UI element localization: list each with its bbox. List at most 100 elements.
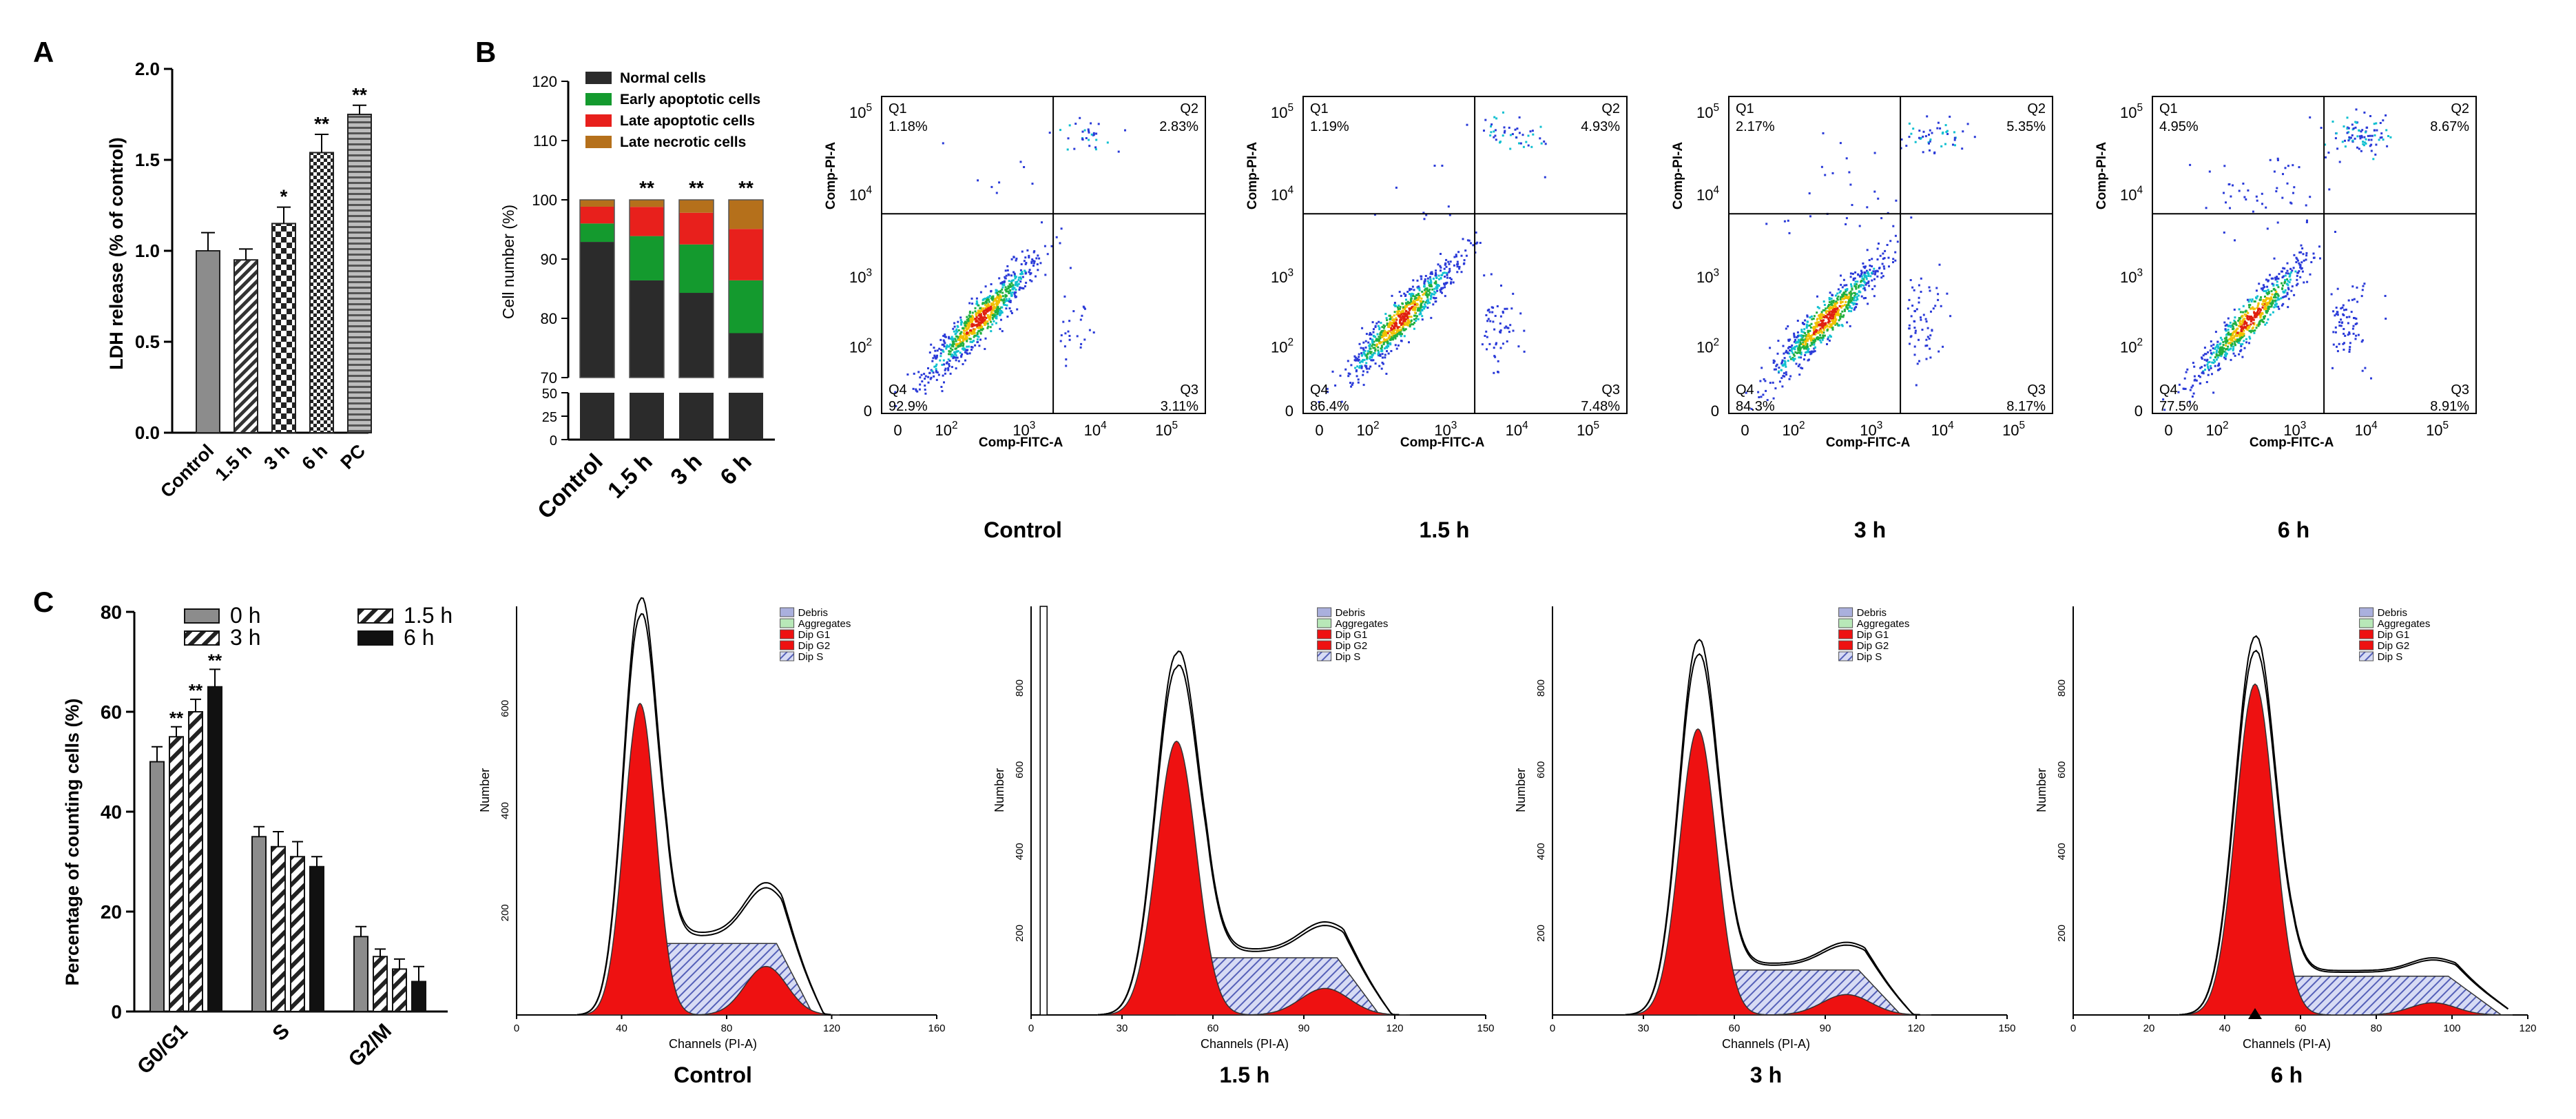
flow-event-dot — [1458, 267, 1461, 270]
flow-event-dot — [973, 334, 976, 337]
ldh-bar-2 — [271, 223, 296, 433]
flow-event-dot — [2252, 322, 2254, 325]
flow-event-dot — [1505, 325, 1508, 328]
flow-event-dot — [2192, 384, 2194, 387]
flow-event-dot — [1024, 269, 1026, 272]
flow-event-dot — [1475, 242, 1477, 245]
flow-y-tick-label: 104 — [2120, 185, 2143, 204]
flow-event-dot — [961, 347, 964, 350]
flow-event-dot — [2214, 360, 2216, 363]
flow-event-dot — [991, 314, 994, 316]
flow-event-dot — [2239, 331, 2241, 334]
flow-event-dot — [1378, 320, 1380, 323]
flow-event-dot — [1411, 306, 1413, 309]
histogram-g1-peak — [2179, 683, 2331, 1016]
panel-c-y-tick-label: 40 — [101, 801, 122, 823]
flow-event-dot — [1371, 354, 1373, 357]
flow-event-dot — [1458, 265, 1461, 268]
flow-event-dot — [2296, 283, 2299, 285]
flow-event-dot — [1390, 327, 1393, 329]
flow-event-dot — [1888, 265, 1890, 268]
flow-event-dot — [2250, 329, 2253, 332]
flow-event-dot — [1822, 322, 1825, 325]
flow-event-dot — [985, 317, 988, 319]
flow-event-dot — [1435, 271, 1437, 274]
flow-event-dot — [2257, 307, 2260, 310]
stack-legend-swatch-1 — [585, 93, 612, 105]
flow-event-dot — [2300, 244, 2303, 247]
flow-event-dot — [1387, 323, 1390, 326]
flow-event-dot — [2258, 323, 2261, 325]
flow-event-dot — [2287, 272, 2289, 275]
flow-event-dot — [936, 349, 939, 352]
flow-event-dot — [2295, 256, 2298, 259]
flow-event-dot — [2216, 345, 2219, 348]
flow-event-dot — [1841, 325, 1844, 327]
flow-event-dot — [1004, 280, 1006, 283]
flow-event-dot — [955, 329, 957, 332]
flow-event-dot — [2247, 326, 2249, 329]
flow-event-dot — [2223, 232, 2225, 234]
flow-event-dot — [2360, 130, 2362, 133]
flow-event-dot — [1807, 348, 1810, 350]
flow-event-dot — [1800, 353, 1803, 356]
flow-event-dot — [1925, 358, 1928, 360]
flow-event-dot — [1922, 151, 1924, 154]
flow-event-dot — [1004, 286, 1007, 289]
flow-x-tick-label: 0 — [1315, 422, 1323, 439]
flow-event-dot — [2273, 170, 2276, 173]
panel-b-y-tick-label: 120 — [532, 73, 557, 90]
flow-event-dot — [2246, 298, 2249, 301]
flow-event-dot — [1892, 258, 1895, 260]
flow-event-dot — [2210, 340, 2212, 342]
flow-event-dot — [1908, 136, 1911, 138]
flow-event-dot — [992, 295, 995, 298]
flow-event-dot — [2215, 351, 2218, 353]
flow-event-dot — [2250, 331, 2252, 333]
flow-event-dot — [2270, 303, 2273, 306]
flow-event-dot — [990, 311, 993, 314]
flow-event-dot — [1441, 165, 1444, 167]
flow-event-dot — [1931, 329, 1933, 331]
flow-event-dot — [942, 142, 944, 145]
flow-event-dot — [1365, 362, 1368, 365]
flow-event-dot — [1023, 260, 1026, 263]
flow-event-dot — [2205, 381, 2208, 383]
flow-event-dot — [1487, 318, 1490, 320]
flow-event-dot — [2208, 170, 2211, 173]
flow-event-dot — [1483, 130, 1485, 132]
flow-event-dot — [1424, 278, 1426, 280]
flow-event-dot — [2191, 396, 2194, 398]
histogram-legend-label-0: Debris — [1857, 607, 1887, 619]
flow-event-dot — [1882, 275, 1884, 278]
flow-event-dot — [1785, 365, 1787, 368]
flow-event-dot — [2251, 318, 2254, 321]
flow-event-dot — [1856, 280, 1859, 283]
panel-b-y-tick-label: 70 — [541, 369, 557, 387]
flow-event-dot — [1397, 311, 1400, 314]
flow-event-dot — [1415, 298, 1417, 301]
flow-event-dot — [1340, 400, 1343, 403]
flow-event-dot — [984, 297, 986, 300]
flow-event-dot — [2238, 318, 2241, 321]
flow-event-dot — [1494, 315, 1497, 317]
flow-event-dot — [1399, 313, 1402, 316]
flow-event-dot — [2248, 342, 2250, 345]
flow-event-dot — [1807, 334, 1810, 337]
quadrant-value-q3: 8.91% — [2430, 399, 2469, 414]
flow-event-dot — [984, 324, 986, 327]
flow-event-dot — [1387, 337, 1390, 340]
flow-event-dot — [1001, 330, 1004, 333]
flow-event-dot — [1420, 312, 1422, 315]
flow-event-dot — [1504, 130, 1506, 132]
flow-event-dot — [991, 316, 994, 319]
flow-event-dot — [2348, 348, 2351, 351]
flow-event-dot — [1510, 307, 1513, 310]
flow-event-dot — [1938, 350, 1940, 353]
flow-event-dot — [970, 318, 973, 321]
flow-event-dot — [951, 353, 953, 356]
flow-event-dot — [1865, 276, 1868, 278]
flow-event-dot — [1853, 283, 1856, 285]
flow-event-dot — [991, 312, 994, 315]
flow-event-dot — [1820, 330, 1823, 333]
